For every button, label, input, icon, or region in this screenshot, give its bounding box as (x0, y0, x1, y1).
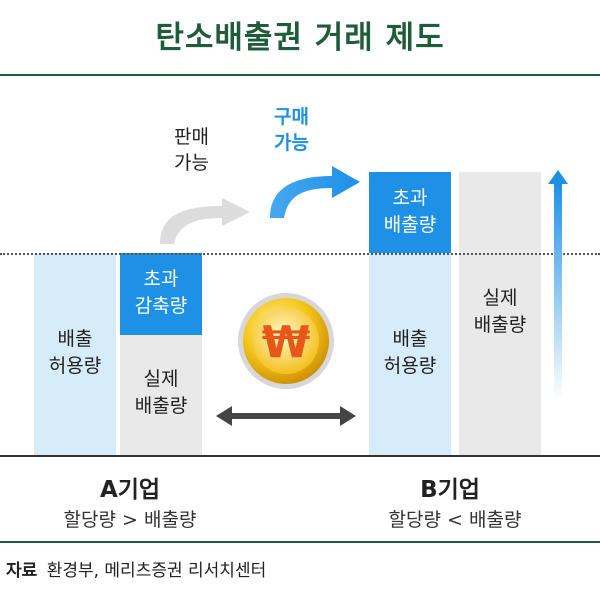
b-allowance-label-2: 허용량 (383, 355, 437, 377)
coin-symbol: ₩ (262, 317, 311, 368)
a-allowance-bar: 배출 허용량 (34, 253, 116, 455)
a-actual-emission-bar: 실제 배출량 (120, 335, 202, 455)
a-excess-reduction-bar: 초과 감축량 (120, 253, 202, 335)
company-a-name: A기업 (99, 477, 161, 503)
buy-label: 구매 가능 (274, 104, 309, 156)
a-actual-label-1: 실제 (143, 368, 179, 390)
allowance-dotted-line (0, 253, 600, 255)
buy-label-line-2: 가능 (274, 132, 309, 154)
bottom-rule (0, 541, 600, 543)
a-allowance-label-1: 배출 (57, 328, 93, 350)
company-b-name: B기업 (420, 477, 480, 503)
exchange-double-arrow-icon (216, 406, 356, 426)
sell-label: 판매 가능 (174, 124, 209, 176)
won-coin-icon: ₩ (238, 293, 334, 389)
sell-label-line-2: 가능 (174, 152, 209, 174)
b-allowance-bar: 배출 허용량 (369, 253, 451, 455)
a-actual-label-2: 배출량 (134, 395, 188, 417)
top-rule (0, 74, 600, 76)
company-b-compare: 할당량 < 배출량 (388, 509, 522, 531)
buy-label-line-1: 구매 (274, 106, 309, 128)
b-actual-label-2: 배출량 (473, 314, 527, 336)
b-actual-emission-bar: 실제 배출량 (459, 172, 541, 455)
a-excess-reduction-label-2: 감축량 (134, 295, 188, 317)
b-excess-emission-label-1: 초과 (392, 187, 428, 209)
source-text: 환경부, 메리츠증권 리서치센터 (46, 561, 267, 581)
sell-label-line-1: 판매 (174, 126, 209, 148)
diagram-title: 탄소배출권 거래 제도 (155, 20, 445, 56)
company-a-compare: 할당량 > 배출량 (63, 509, 197, 531)
source-note: 자료 환경부, 메리츠증권 리서치센터 (6, 556, 266, 581)
sell-curved-arrow-icon (160, 198, 250, 244)
b-actual-label-1: 실제 (482, 287, 518, 309)
buy-curved-arrow-icon (270, 166, 360, 218)
vertical-up-arrow-icon (548, 170, 568, 400)
b-excess-emission-bar: 초과 배출량 (369, 172, 451, 253)
b-allowance-label-1: 배출 (392, 328, 428, 350)
a-allowance-label-2: 허용량 (48, 355, 102, 377)
baseline (0, 455, 600, 457)
a-excess-reduction-label-1: 초과 (143, 268, 179, 290)
source-label: 자료 (6, 561, 38, 581)
b-excess-emission-label-2: 배출량 (383, 214, 437, 236)
